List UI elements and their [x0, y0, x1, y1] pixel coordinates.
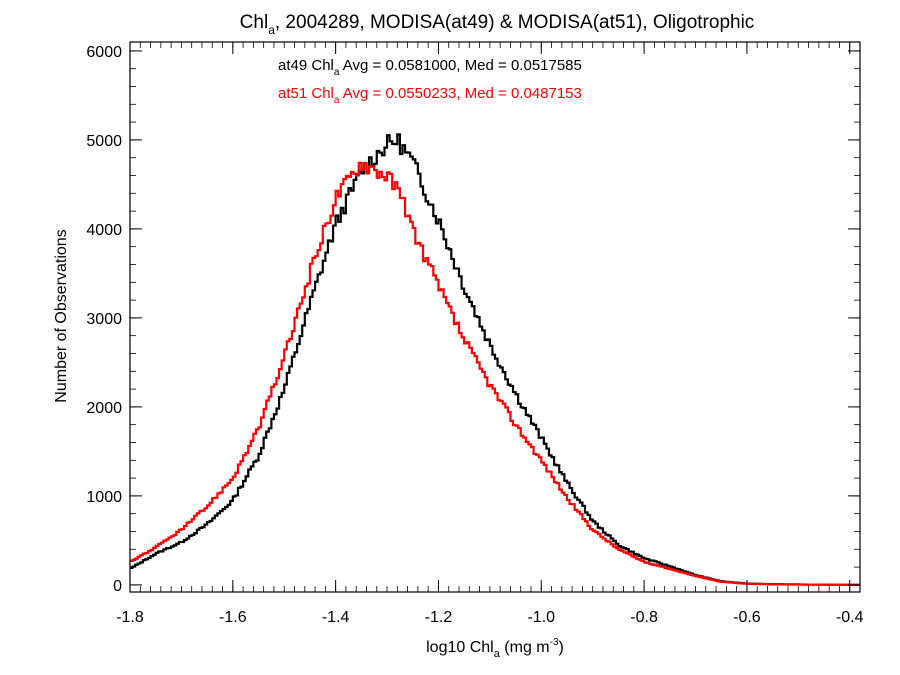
- y-axis-label: Number of Observations: [53, 229, 70, 402]
- series-line-1: [130, 161, 860, 586]
- x-tick-label: -1.2: [425, 609, 453, 626]
- y-tick-label: 6000: [86, 44, 122, 61]
- chart-title: Chla, 2004289, MODISA(at49) & MODISA(at5…: [240, 12, 755, 37]
- series-layer: [130, 133, 860, 586]
- annotation-at51: at51 Chla Avg = 0.0550233, Med = 0.04871…: [278, 85, 582, 106]
- x-axis-label: log10 Chla (mg m-3): [426, 637, 564, 660]
- annotation-at49: at49 Chla Avg = 0.0581000, Med = 0.05175…: [278, 57, 582, 78]
- x-tick-label: -0.8: [630, 609, 658, 626]
- y-tick-label: 4000: [86, 222, 122, 239]
- y-tick-label: 0: [113, 578, 122, 595]
- y-tick-label: 2000: [86, 400, 122, 417]
- x-tick-label: -1.4: [322, 609, 350, 626]
- series-line-0: [130, 133, 860, 586]
- x-tick-label: -1.0: [527, 609, 555, 626]
- annotations: at49 Chla Avg = 0.0581000, Med = 0.05175…: [278, 57, 582, 106]
- x-tick-label: -1.6: [219, 609, 247, 626]
- y-tick-label: 1000: [86, 489, 122, 506]
- y-tick-label: 3000: [86, 311, 122, 328]
- x-tick-label: -1.8: [116, 609, 144, 626]
- x-tick-label: -0.6: [733, 609, 761, 626]
- axes-layer: -1.8 -1.6 -1.4 -1.2 -1.0 -0.8 -0.6 -0.4 0 1000 200…: [86, 41, 864, 626]
- y-tick-label: 5000: [86, 133, 122, 150]
- plot-frame: [129, 41, 861, 593]
- x-tick-label: -0.4: [836, 609, 864, 626]
